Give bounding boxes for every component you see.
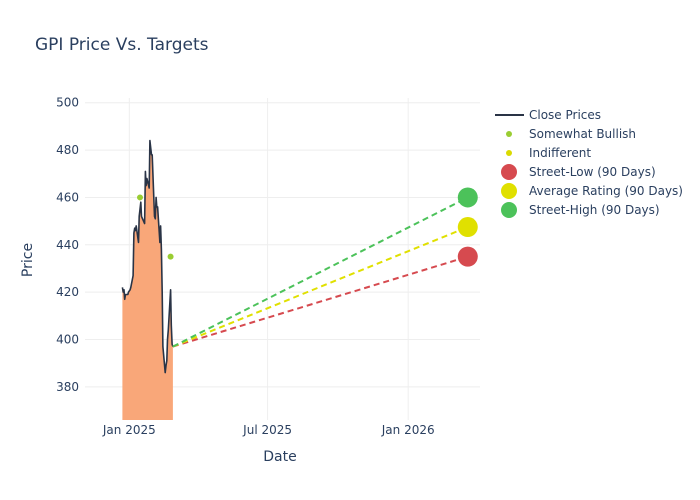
y-tick-label: 400 — [56, 333, 79, 347]
somewhat-bullish-marker — [137, 194, 144, 201]
legend-item-average-rating[interactable]: Average Rating (90 Days) — [501, 183, 683, 199]
street-low-target-line — [172, 255, 469, 348]
y-tick-label: 380 — [56, 380, 79, 394]
legend-item-close-prices[interactable]: Close Prices — [495, 108, 601, 122]
x-tick-label: Jan 2026 — [381, 423, 435, 437]
street-high-target-line — [172, 196, 469, 348]
chart-title: GPI Price Vs. Targets — [35, 35, 209, 55]
somewhat-bullish-marker — [167, 253, 174, 260]
close-line — [121, 139, 174, 374]
legend-label-street-high: Street-High (90 Days) — [529, 203, 660, 217]
y-tick-label: 420 — [56, 285, 79, 299]
legend-item-street-high[interactable]: Street-High (90 Days) — [501, 202, 660, 218]
target-lines — [172, 196, 469, 348]
street-low-target-marker — [457, 246, 478, 267]
ticks: 380 400 420 440 460 480 500 Jan 2025 Jul 2025 Jan… — [56, 96, 435, 437]
y-tick-label: 500 — [56, 96, 79, 110]
x-tick-label: Jan 2025 — [102, 423, 156, 437]
markers — [137, 187, 478, 267]
average-rating-target-line — [172, 226, 469, 348]
legend[interactable]: Close Prices Somewhat Bullish Indifferen… — [495, 108, 683, 218]
legend-item-street-low[interactable]: Street-Low (90 Days) — [501, 164, 656, 180]
y-tick-label: 440 — [56, 238, 79, 252]
legend-label-average-rating: Average Rating (90 Days) — [529, 184, 683, 198]
legend-item-somewhat-bullish[interactable]: Somewhat Bullish — [506, 127, 636, 141]
legend-item-indifferent[interactable]: Indifferent — [506, 146, 591, 160]
y-axis-title: Price — [20, 243, 36, 277]
x-tick-label: Jul 2025 — [242, 423, 292, 437]
close-price-area — [122, 140, 173, 420]
legend-label-street-low: Street-Low (90 Days) — [529, 165, 656, 179]
close-area — [122, 140, 173, 420]
y-tick-label: 460 — [56, 190, 79, 204]
legend-label-somewhat-bullish: Somewhat Bullish — [529, 127, 636, 141]
legend-label-close-prices: Close Prices — [529, 108, 601, 122]
street-high-target-marker — [457, 187, 478, 208]
legend-label-indifferent: Indifferent — [529, 146, 591, 160]
x-axis-title: Date — [263, 449, 296, 465]
y-tick-label: 480 — [56, 143, 79, 157]
close-price-line — [121, 139, 174, 374]
average-rating-target-marker — [457, 217, 478, 238]
